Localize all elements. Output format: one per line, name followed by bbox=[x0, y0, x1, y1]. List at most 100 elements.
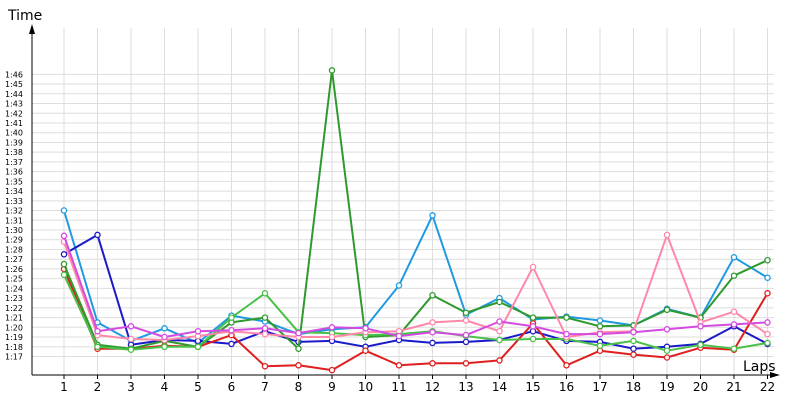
data-point bbox=[328, 67, 336, 74]
series-7 bbox=[60, 232, 771, 341]
x-tick-label: 15 bbox=[525, 380, 540, 394]
data-point bbox=[261, 290, 269, 297]
data-point bbox=[161, 343, 168, 351]
data-point bbox=[462, 331, 470, 339]
data-point bbox=[663, 326, 671, 333]
x-tick-label: 4 bbox=[161, 380, 169, 394]
data-point bbox=[261, 362, 269, 370]
data-point bbox=[596, 342, 604, 350]
data-point bbox=[328, 324, 336, 331]
y-tick-label: 1:43 bbox=[5, 100, 23, 109]
data-point bbox=[429, 212, 436, 219]
data-point bbox=[563, 362, 570, 369]
data-point bbox=[496, 318, 503, 325]
x-tick-label: 19 bbox=[659, 380, 674, 394]
y-tick-label: 1:28 bbox=[5, 245, 23, 254]
ticks: 1 2 3 4 5 6 7 8 9 10 11 12 13 14 15 16 17 18 19 20 21 221:171… bbox=[5, 70, 775, 394]
y-tick-label: 1:17 bbox=[5, 353, 23, 362]
y-axis-title: Time bbox=[7, 8, 42, 24]
y-tick-label: 1:23 bbox=[5, 294, 23, 303]
data-point bbox=[429, 360, 436, 367]
y-tick-label: 1:24 bbox=[5, 284, 23, 293]
data-point bbox=[529, 263, 537, 271]
data-point bbox=[295, 329, 302, 337]
y-tick-label: 1:30 bbox=[5, 226, 23, 235]
data-point bbox=[429, 291, 436, 299]
y-tick-label: 1:37 bbox=[5, 158, 23, 167]
data-point bbox=[563, 314, 570, 321]
data-point bbox=[94, 231, 101, 239]
data-point bbox=[429, 319, 436, 326]
data-point bbox=[295, 345, 302, 352]
data-point bbox=[529, 314, 537, 321]
data-point bbox=[730, 272, 738, 279]
data-point bbox=[764, 319, 771, 326]
data-point bbox=[764, 330, 771, 338]
y-tick-label: 1:26 bbox=[5, 265, 23, 274]
data-point bbox=[127, 335, 135, 343]
x-tick-label: 10 bbox=[358, 380, 373, 394]
y-tick-label: 1:29 bbox=[5, 236, 23, 245]
x-tick-label: 20 bbox=[693, 380, 708, 394]
data-point bbox=[462, 360, 470, 367]
data-point bbox=[496, 357, 503, 364]
data-point bbox=[596, 330, 604, 338]
data-point bbox=[630, 351, 637, 358]
data-point bbox=[261, 314, 269, 321]
data-point bbox=[395, 362, 403, 369]
data-point bbox=[60, 232, 68, 240]
y-tick-label: 1:22 bbox=[5, 304, 23, 313]
data-point bbox=[228, 340, 235, 348]
data-point bbox=[663, 347, 671, 354]
data-point bbox=[596, 323, 604, 330]
data-point bbox=[496, 298, 503, 306]
x-tick-label: 16 bbox=[559, 380, 574, 394]
data-point bbox=[630, 328, 637, 336]
y-tick-label: 1:39 bbox=[5, 138, 23, 147]
data-point bbox=[697, 341, 704, 349]
data-point bbox=[362, 347, 369, 354]
data-point bbox=[764, 256, 771, 264]
y-tick-label: 1:33 bbox=[5, 197, 23, 206]
x-axis-arrow bbox=[770, 372, 780, 378]
data-point bbox=[697, 323, 704, 330]
y-tick-label: 1:46 bbox=[5, 70, 23, 79]
y-tick-label: 1:20 bbox=[5, 323, 23, 332]
data-point bbox=[228, 314, 235, 321]
data-point bbox=[395, 282, 403, 289]
data-point bbox=[127, 346, 135, 353]
data-point bbox=[429, 328, 436, 336]
data-point bbox=[94, 343, 101, 351]
data-point bbox=[261, 325, 269, 332]
x-tick-label: 2 bbox=[94, 380, 102, 394]
data-point bbox=[496, 327, 503, 335]
grid bbox=[32, 28, 774, 375]
x-tick-label: 1 bbox=[60, 380, 68, 394]
series-line bbox=[63, 233, 768, 350]
data-point bbox=[764, 290, 771, 297]
data-point bbox=[194, 327, 202, 335]
data-point bbox=[161, 325, 168, 332]
series-1 bbox=[60, 207, 771, 347]
data-point bbox=[630, 337, 637, 345]
series-line bbox=[63, 268, 769, 372]
data-point bbox=[596, 317, 604, 324]
series-line bbox=[63, 69, 768, 350]
y-tick-label: 1:19 bbox=[5, 333, 23, 342]
data-point bbox=[730, 321, 738, 328]
series-line bbox=[63, 274, 768, 352]
x-tick-label: 12 bbox=[425, 380, 440, 394]
y-tick-label: 1:31 bbox=[5, 216, 23, 225]
data-point bbox=[663, 306, 671, 314]
y-axis-arrow bbox=[29, 24, 35, 34]
y-tick-label: 1:21 bbox=[5, 314, 23, 323]
x-tick-label: 9 bbox=[328, 380, 336, 394]
data-point bbox=[94, 327, 101, 335]
y-tick-label: 1:18 bbox=[5, 343, 23, 352]
x-tick-label: 7 bbox=[261, 380, 269, 394]
x-tick-label: 6 bbox=[228, 380, 236, 394]
x-tick-label: 18 bbox=[626, 380, 641, 394]
series-group bbox=[60, 67, 771, 374]
y-tick-label: 1:45 bbox=[5, 80, 23, 89]
